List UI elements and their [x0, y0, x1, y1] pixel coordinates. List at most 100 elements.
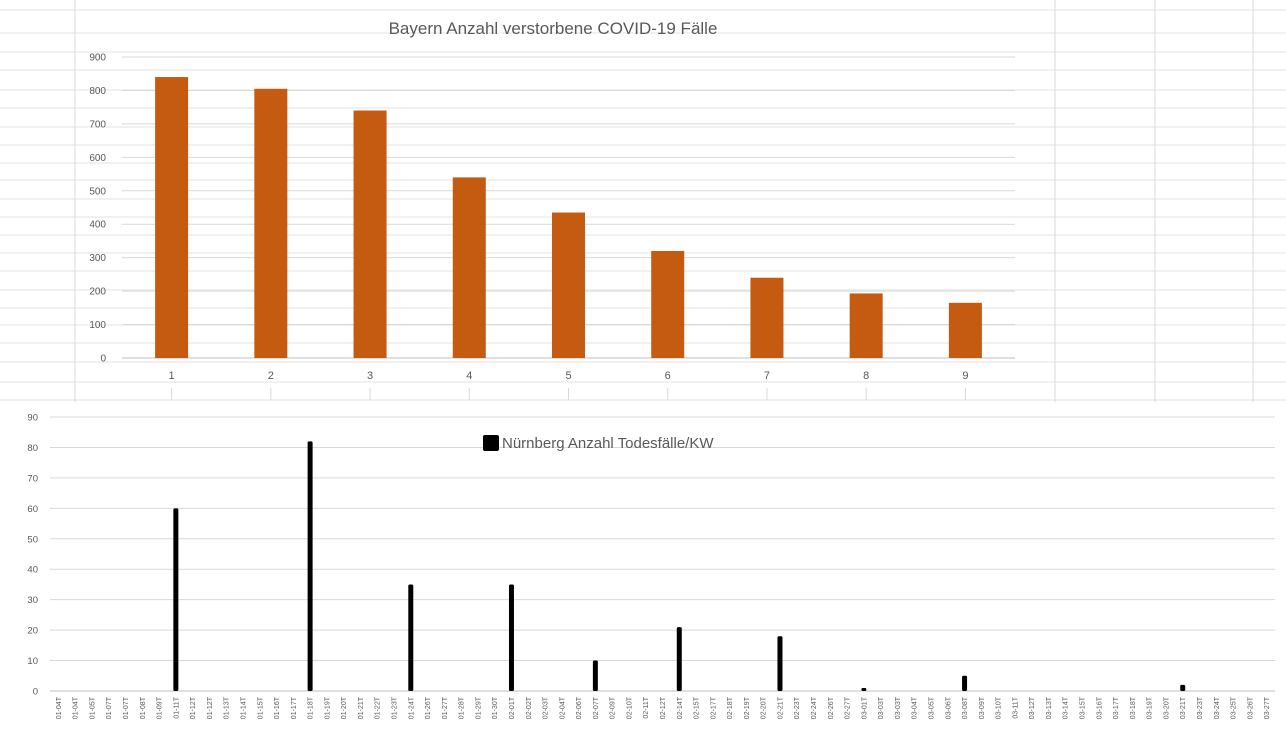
- y-tick-label: 10: [27, 656, 38, 667]
- x-tick-label: 6: [665, 370, 671, 382]
- x-tick-label: 01-28T: [459, 696, 466, 719]
- bar[interactable]: [508, 584, 514, 691]
- bar[interactable]: [452, 177, 486, 358]
- x-tick-label: 03-25T: [1231, 696, 1238, 719]
- bar[interactable]: [552, 212, 585, 358]
- x-tick-label: 02-21T: [777, 696, 784, 719]
- x-tick-label: 02-27T: [845, 696, 852, 719]
- x-tick-label: 03-16T: [1096, 696, 1103, 719]
- x-tick-label: 02-10T: [626, 696, 633, 719]
- y-tick-label: 100: [89, 320, 106, 331]
- x-tick-label: 03-19T: [1147, 696, 1154, 719]
- x-tick-label: 03-27T: [1264, 696, 1271, 719]
- y-tick-label: 50: [27, 534, 38, 545]
- y-tick-label: 40: [27, 565, 38, 576]
- bar[interactable]: [777, 636, 783, 691]
- bar[interactable]: [353, 110, 387, 358]
- x-tick-label: 03-10T: [996, 696, 1003, 719]
- bar[interactable]: [849, 293, 883, 358]
- x-tick-label: 03-06T: [945, 696, 952, 719]
- bar[interactable]: [408, 584, 414, 691]
- x-tick-label: 02-26T: [828, 696, 835, 719]
- x-tick-label: 02-15T: [694, 696, 701, 719]
- x-tick-label: 02-23T: [794, 696, 801, 719]
- x-tick-label: 03-15T: [1080, 696, 1087, 719]
- bar[interactable]: [948, 302, 982, 358]
- x-tick-label: 03-03T: [895, 696, 902, 719]
- x-tick-label: 03-24T: [1214, 696, 1221, 719]
- bar[interactable]: [592, 660, 598, 691]
- x-tick-label: 03-18T: [1130, 696, 1137, 719]
- x-tick-label: 01-23T: [392, 696, 399, 719]
- y-tick-label: 70: [27, 473, 38, 484]
- x-tick-label: 01-30T: [492, 696, 499, 719]
- x-tick-label: 03-03T: [878, 696, 885, 719]
- y-tick-label: 60: [27, 504, 38, 515]
- y-tick-label: 700: [89, 119, 106, 130]
- y-tick-label: 400: [89, 220, 106, 231]
- x-tick-label: 03-26T: [1247, 696, 1254, 719]
- bar[interactable]: [173, 508, 179, 691]
- bar[interactable]: [676, 627, 682, 691]
- x-tick-label: 01-09T: [157, 696, 164, 719]
- x-tick-label: 02-12T: [660, 696, 667, 719]
- bar[interactable]: [861, 687, 867, 691]
- x-tick-label: 4: [466, 370, 472, 382]
- x-tick-label: 01-18T: [308, 696, 315, 719]
- x-tick-label: 03-21T: [1180, 696, 1187, 719]
- x-tick-label: 02-09T: [610, 696, 617, 719]
- x-tick-label: 01-26T: [425, 696, 432, 719]
- x-tick-label: 01-27T: [442, 696, 449, 719]
- legend-swatch: [483, 435, 499, 451]
- bar[interactable]: [254, 88, 288, 359]
- y-tick-label: 80: [27, 443, 38, 454]
- bar[interactable]: [307, 441, 313, 691]
- y-tick-label: 0: [33, 687, 38, 698]
- bar[interactable]: [1180, 684, 1186, 691]
- x-tick-label: 02-24T: [811, 696, 818, 719]
- x-tick-label: 01-19T: [324, 696, 331, 719]
- y-tick-label: 900: [89, 53, 106, 64]
- x-tick-label: 01-15T: [257, 696, 264, 719]
- x-tick-label: 03-14T: [1063, 696, 1070, 719]
- x-tick-label: 03-17T: [1113, 696, 1120, 719]
- x-tick-label: 02-04T: [559, 696, 566, 719]
- y-tick-label: 200: [89, 287, 106, 298]
- x-tick-label: 01-21T: [358, 696, 365, 719]
- x-tick-label: 03-01T: [861, 696, 868, 719]
- legend-label: Nürnberg Anzahl Todesfälle/KW: [502, 435, 714, 452]
- bar[interactable]: [750, 277, 784, 358]
- x-tick-label: 9: [962, 370, 968, 382]
- bar[interactable]: [155, 77, 189, 359]
- x-tick-label: 03-20T: [1163, 696, 1170, 719]
- chart-title: Bayern Anzahl verstorbene COVID-19 Fälle: [389, 19, 718, 38]
- x-tick-label: 1: [169, 370, 175, 382]
- x-tick-label: 01-13T: [224, 696, 231, 719]
- x-tick-label: 02-02T: [526, 696, 533, 719]
- x-tick-label: 5: [565, 370, 571, 382]
- x-tick-label: 03-09T: [979, 696, 986, 719]
- x-tick-label: 01-24T: [408, 696, 415, 719]
- x-tick-label: 03-23T: [1197, 696, 1204, 719]
- x-tick-label: 02-14T: [677, 696, 684, 719]
- bar[interactable]: [962, 675, 968, 691]
- x-tick-label: 01-05T: [89, 696, 96, 719]
- x-tick-label: 01-08T: [140, 696, 147, 719]
- x-tick-label: 02-20T: [761, 696, 768, 719]
- y-tick-label: 600: [89, 153, 106, 164]
- x-tick-label: 03-12T: [1029, 696, 1036, 719]
- x-tick-label: 01-04T: [56, 696, 63, 719]
- bar[interactable]: [651, 250, 685, 358]
- x-tick-label: 01-04T: [73, 696, 80, 719]
- x-tick-label: 03-05T: [928, 696, 935, 719]
- x-tick-label: 01-12T: [190, 696, 197, 719]
- x-tick-label: 01-16T: [274, 696, 281, 719]
- x-tick-label: 01-14T: [240, 696, 247, 719]
- x-tick-label: 03-11T: [1012, 696, 1019, 718]
- x-tick-label: 02-06T: [576, 696, 583, 719]
- x-tick-label: 02-18T: [727, 696, 734, 719]
- y-tick-label: 20: [27, 626, 38, 637]
- x-tick-label: 01-20T: [341, 696, 348, 719]
